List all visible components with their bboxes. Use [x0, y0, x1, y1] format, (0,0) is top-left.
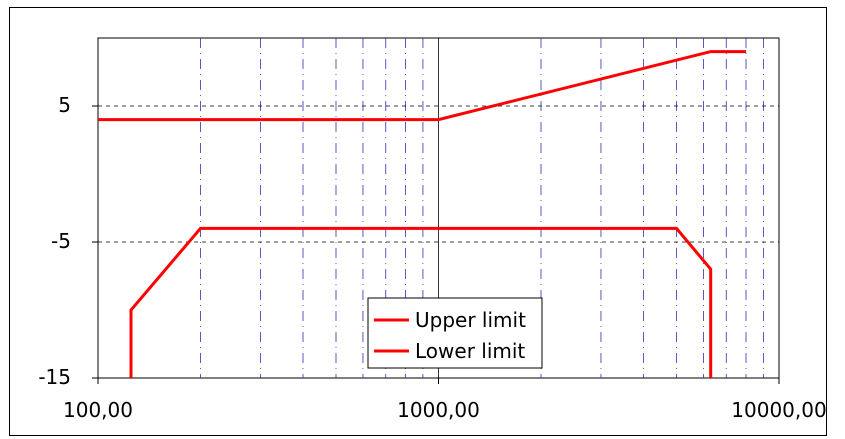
legend: Upper limit Lower limit	[367, 297, 543, 369]
upper-limit-line	[98, 50, 746, 122]
tick-labels: 100,00 1000,00 10000,00 5 -5 -15	[38, 93, 826, 422]
x-tick-label: 1000,00	[397, 398, 480, 422]
x-tick-label: 10000,00	[731, 398, 826, 422]
y-tick-label: -15	[38, 365, 71, 389]
grid-lines	[98, 38, 779, 378]
legend-box	[367, 297, 543, 369]
y-tick-label: 5	[58, 93, 71, 117]
lower-limit-line	[129, 226, 713, 378]
legend-label: Lower limit	[415, 339, 525, 363]
axes	[92, 105, 780, 384]
legend-label: Upper limit	[415, 308, 526, 332]
series-lines	[98, 50, 746, 378]
y-tick-label: -5	[51, 229, 71, 253]
x-tick-label: 100,00	[63, 398, 133, 422]
